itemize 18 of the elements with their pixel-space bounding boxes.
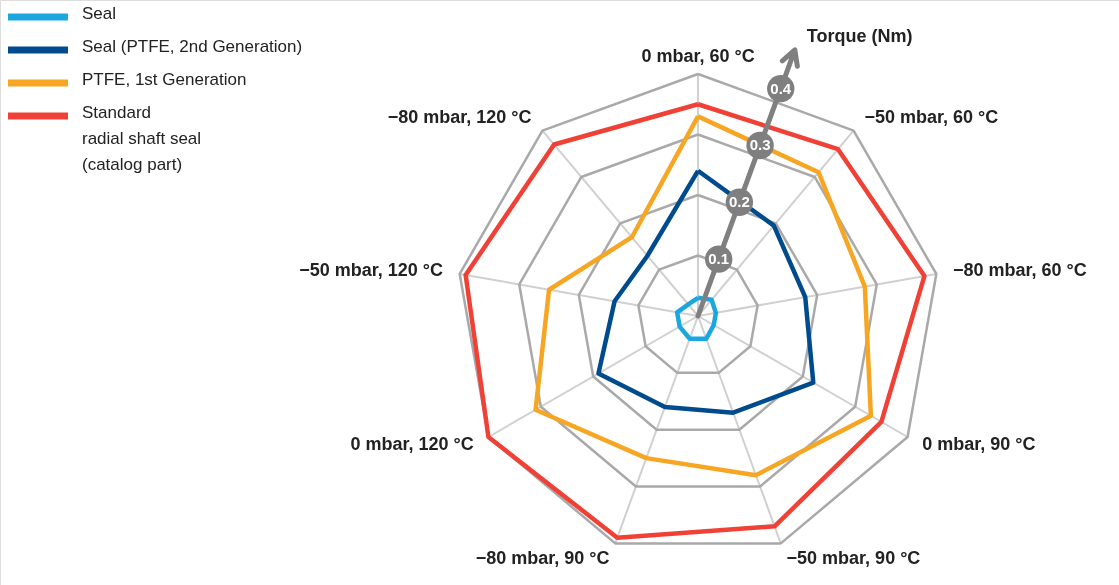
y-tick-label: 0.1	[708, 250, 730, 268]
legend-label: Seal (PTFE, 2nd Generation)	[82, 37, 303, 56]
legend-label: PTFE, 1st Generation	[82, 70, 247, 89]
spoke-label: −80 mbar, 60 °C	[953, 260, 1087, 281]
spoke-label: −50 mbar, 120 °C	[299, 260, 443, 281]
spoke-label: 0 mbar, 60 °C	[641, 46, 755, 67]
spoke-label: 0 mbar, 120 °C	[350, 434, 474, 455]
text: Torque (Nm)	[806, 25, 913, 46]
legend-label: Seal	[82, 4, 117, 23]
spoke-label: −50 mbar, 60 °C	[864, 106, 999, 127]
y-tick-label: 0.2	[728, 193, 750, 211]
spoke-label: −80 mbar, 90 °C	[475, 548, 610, 569]
y-tick-label: 0.4	[770, 79, 792, 97]
y-tick-label: 0.3	[749, 136, 771, 154]
legend-label: Standard radial shaft seal (catalog part)	[82, 103, 202, 174]
spoke-label: −50 mbar, 90 °C	[786, 548, 921, 569]
spoke-label: −80 mbar, 120 °C	[387, 106, 532, 127]
spoke-label: 0 mbar, 90 °C	[922, 434, 1036, 455]
